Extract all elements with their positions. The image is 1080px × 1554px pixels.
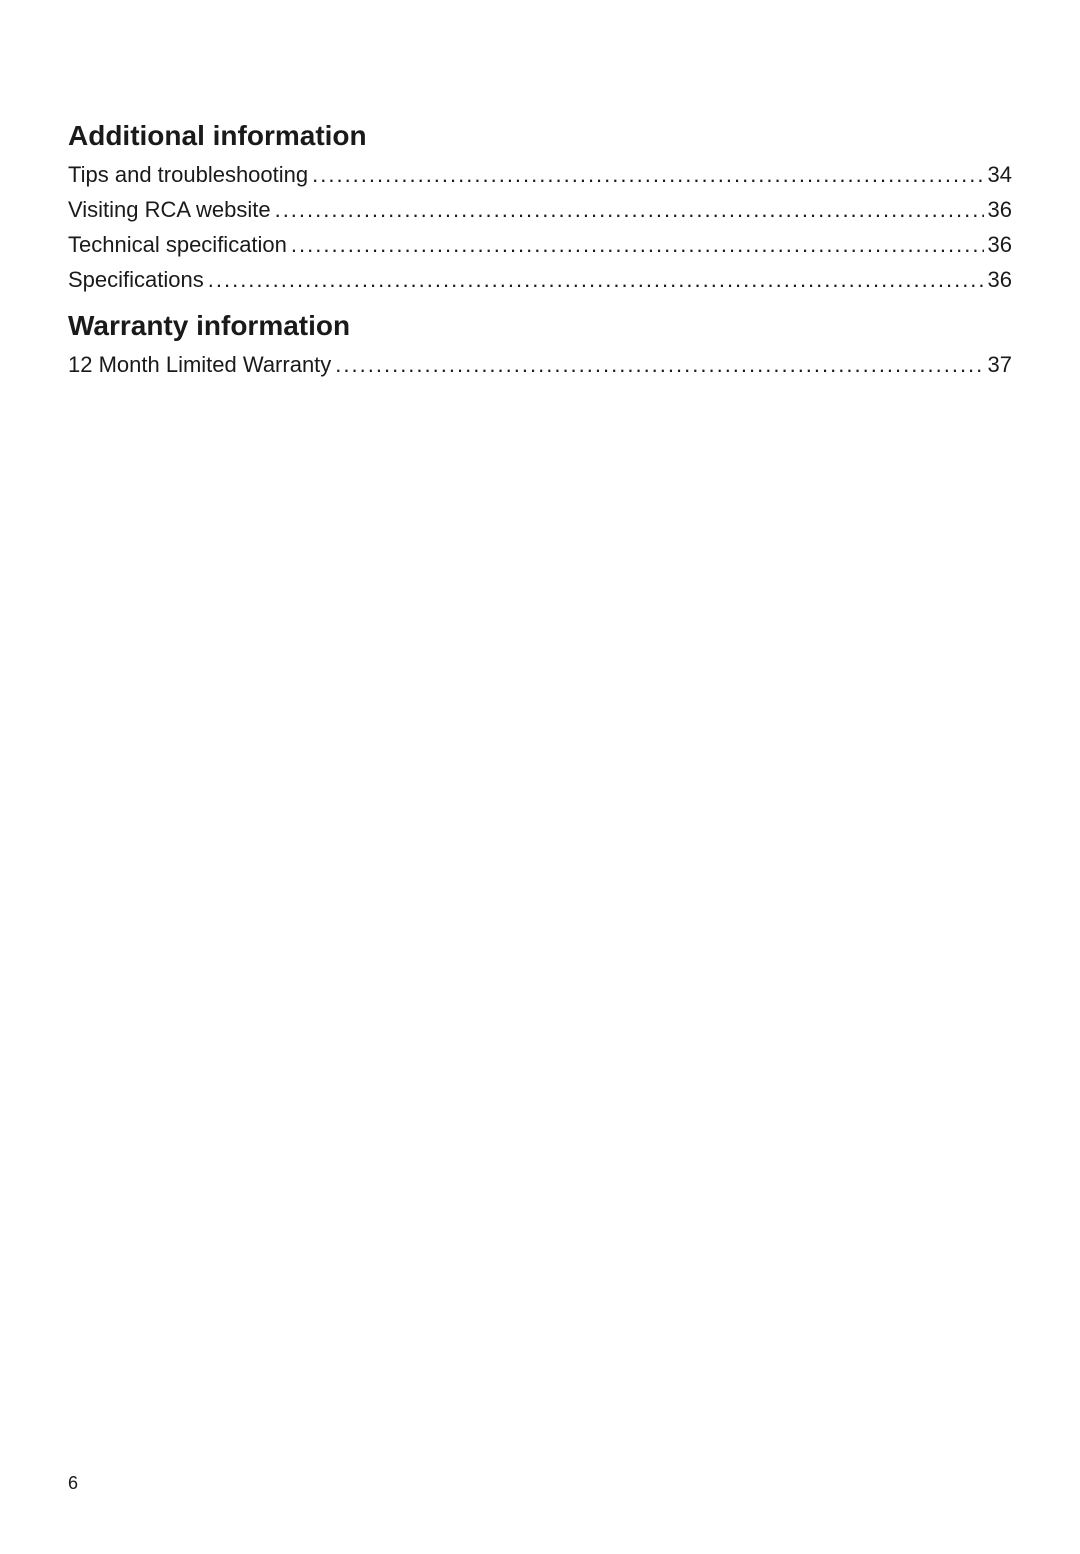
- toc-page: 36: [988, 263, 1012, 296]
- toc-label: Technical specification: [68, 228, 287, 261]
- toc-label: 12 Month Limited Warranty: [68, 348, 331, 381]
- toc-page: 36: [988, 193, 1012, 226]
- toc-entry[interactable]: Tips and troubleshooting 34: [68, 158, 1012, 191]
- toc-label: Tips and troubleshooting: [68, 158, 308, 191]
- toc-entry[interactable]: Specifications 36: [68, 263, 1012, 296]
- toc-entry[interactable]: Visiting RCA website 36: [68, 193, 1012, 226]
- toc-content: Additional information Tips and troubles…: [68, 120, 1012, 381]
- toc-entry[interactable]: 12 Month Limited Warranty 37: [68, 348, 1012, 381]
- toc-page: 36: [988, 228, 1012, 261]
- toc-dots: [312, 158, 983, 191]
- toc-page: 37: [988, 348, 1012, 381]
- toc-dots: [335, 348, 983, 381]
- toc-dots: [208, 263, 984, 296]
- section-heading-additional: Additional information: [68, 120, 1012, 152]
- toc-dots: [275, 193, 984, 226]
- toc-dots: [291, 228, 984, 261]
- toc-label: Visiting RCA website: [68, 193, 271, 226]
- section-heading-warranty: Warranty information: [68, 310, 1012, 342]
- page-number: 6: [68, 1473, 78, 1494]
- toc-entry[interactable]: Technical specification 36: [68, 228, 1012, 261]
- toc-page: 34: [988, 158, 1012, 191]
- toc-label: Specifications: [68, 263, 204, 296]
